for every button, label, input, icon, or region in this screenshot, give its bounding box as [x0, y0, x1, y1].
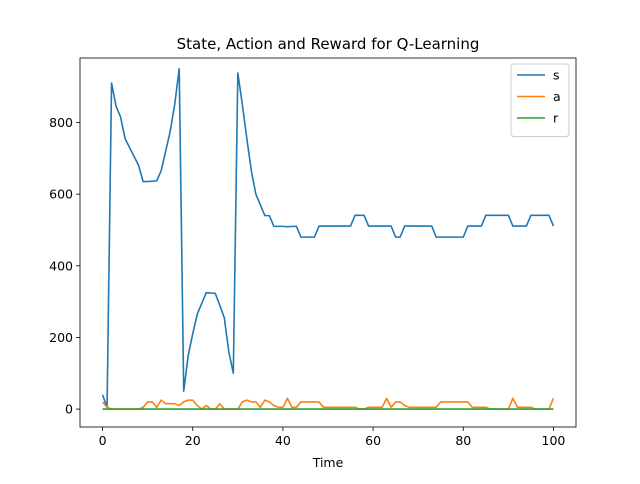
axes-frame	[79, 57, 577, 428]
x-tick-label: 100	[542, 433, 566, 448]
x-axis-label: Time	[312, 455, 344, 470]
legend-label-s: s	[553, 68, 560, 83]
legend: sar	[510, 63, 570, 137]
chart-title: State, Action and Reward for Q-Learning	[177, 35, 480, 53]
x-axis: 0 20 40 60 80 100	[99, 427, 566, 448]
legend-label-r: r	[553, 111, 559, 126]
x-tick-label: 60	[365, 433, 381, 448]
series-line-s	[101, 67, 555, 409]
x-tick-label: 20	[185, 433, 201, 448]
x-tick-label: 40	[275, 433, 291, 448]
plot-area	[101, 67, 555, 410]
series-line-a	[101, 397, 555, 410]
y-tick-label: 200	[49, 330, 73, 345]
legend-label-a: a	[553, 89, 561, 104]
y-tick-label: 0	[65, 402, 73, 417]
x-tick-label: 0	[99, 433, 107, 448]
y-tick-label: 600	[49, 187, 73, 202]
x-tick-label: 80	[455, 433, 471, 448]
y-tick-label: 800	[49, 115, 73, 130]
y-axis: 0 200 400 600 800	[49, 115, 80, 417]
y-tick-label: 400	[49, 258, 73, 273]
